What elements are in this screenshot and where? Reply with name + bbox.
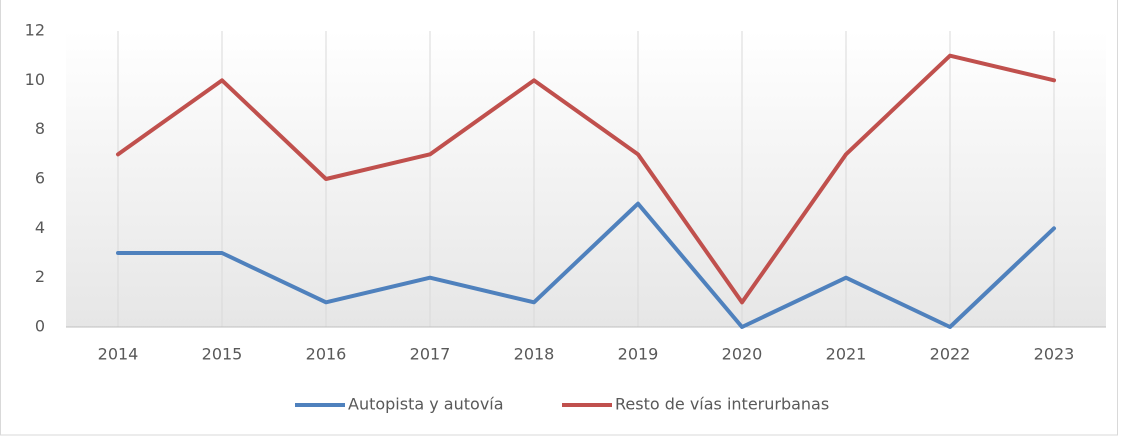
x-tick-label: 2021 (826, 345, 867, 364)
x-tick-label: 2019 (618, 345, 659, 364)
y-tick-label: 12 (25, 21, 45, 40)
x-tick-label: 2014 (98, 345, 139, 364)
y-tick-label: 2 (35, 267, 45, 286)
plot-area (66, 31, 1106, 327)
legend-label: Autopista y autovía (348, 395, 504, 414)
series-line (116, 201, 1056, 329)
legend-label: Resto de vías interurbanas (615, 395, 829, 414)
y-tick-label: 8 (35, 119, 45, 138)
x-tick-label: 2022 (930, 345, 971, 364)
y-tick-label: 6 (35, 169, 45, 188)
series-line (116, 53, 1056, 305)
y-tick-label: 0 (35, 317, 45, 336)
x-tick-label: 2018 (514, 345, 555, 364)
y-tick-label: 4 (35, 218, 45, 237)
x-tick-label: 2015 (202, 345, 243, 364)
x-tick-label: 2020 (722, 345, 763, 364)
x-tick-label: 2016 (306, 345, 347, 364)
x-tick-label: 2017 (410, 345, 451, 364)
x-tick-label: 2023 (1034, 345, 1075, 364)
y-tick-label: 10 (25, 70, 45, 89)
